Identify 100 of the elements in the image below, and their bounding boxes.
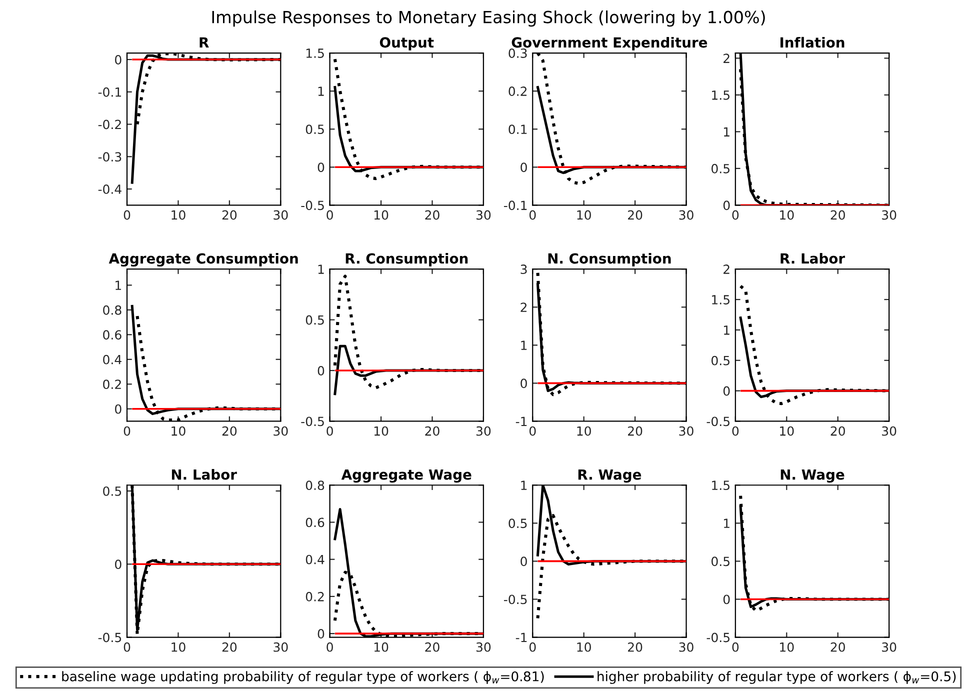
y-tick-label: 0.1 — [508, 124, 527, 134]
y-tick-label: 0.8 — [103, 305, 122, 315]
y-tick-label: 2 — [724, 264, 730, 274]
chart-title: Aggregate Consumption — [108, 252, 298, 267]
y-tick-label: 1 — [318, 264, 324, 274]
chart-title: R. Wage — [578, 469, 642, 483]
x-tick-label: 20 — [425, 642, 440, 652]
y-tick-label: 0.6 — [103, 330, 122, 340]
x-tick-label: 0 — [326, 642, 333, 652]
x-tick-label: 30 — [274, 642, 288, 652]
x-tick-label: 10 — [780, 426, 794, 436]
y-tick-label: -0.4 — [98, 184, 122, 194]
y-tick-label: 0.5 — [508, 518, 527, 528]
y-tick-label: 0.4 — [306, 554, 324, 564]
y-tick-label: 1 — [724, 326, 730, 335]
x-tick-label: 10 — [577, 642, 591, 652]
x-tick-label: 30 — [679, 210, 694, 220]
y-tick-label: 0.6 — [306, 518, 324, 528]
chart-title: N. Consumption — [548, 252, 671, 266]
x-tick-label: 10 — [374, 642, 388, 652]
y-tick-label: 1 — [521, 340, 527, 350]
x-tick-label: 20 — [425, 210, 440, 220]
y-tick-label: 1.5 — [712, 480, 730, 490]
y-tick-label: 0 — [520, 162, 527, 172]
y-tick-label: 0.5 — [712, 556, 730, 566]
chart-title: Inflation — [780, 36, 844, 48]
x-tick-label: 0 — [529, 426, 536, 436]
legend-label: higher probability of regular type of workers ( ϕ$_{w}$=0.5) — [598, 671, 956, 684]
x-tick-label: 0 — [529, 642, 536, 652]
y-tick-label: 0.5 — [306, 315, 324, 325]
y-tick-label: 3 — [520, 264, 527, 274]
y-tick-label: -0.3 — [98, 152, 122, 162]
y-tick-label: 1.5 — [306, 48, 324, 58]
x-tick-label: 20 — [830, 426, 845, 436]
y-tick-label: 2 — [520, 302, 527, 312]
y-tick-label: 0 — [723, 200, 730, 210]
chart-title: Aggregate Wage — [341, 469, 472, 483]
y-tick-label: 0.5 — [712, 164, 730, 174]
y-tick-label: 0 — [520, 378, 527, 388]
x-tick-label: 20 — [830, 642, 845, 652]
x-tick-label: 10 — [374, 210, 388, 220]
y-tick-label: 0 — [318, 629, 324, 638]
y-tick-label: -0.5 — [98, 632, 122, 642]
y-tick-label: -0.2 — [98, 120, 121, 130]
chart-title: N. Wage — [780, 469, 844, 483]
y-tick-label: 0 — [115, 54, 122, 64]
x-tick-label: 20 — [222, 642, 237, 652]
x-tick-label: 0 — [124, 642, 130, 652]
y-tick-label: -0.5 — [504, 594, 527, 604]
x-tick-label: 0 — [124, 210, 130, 220]
y-tick-label: -0.5 — [706, 632, 730, 642]
x-tick-label: 20 — [425, 426, 440, 436]
legend-label: baseline wage updating probability of regular type of workers ( ϕ$_{w}$=0.81) — [62, 671, 544, 684]
x-tick-label: 0 — [732, 210, 739, 220]
x-tick-label: 10 — [780, 642, 794, 652]
chart-title: R — [200, 37, 209, 48]
y-tick-label: 1.5 — [712, 295, 730, 304]
y-tick-label: 0 — [115, 404, 122, 414]
x-tick-label: 10 — [577, 426, 591, 436]
y-tick-label: 0.5 — [103, 486, 122, 496]
y-tick-label: -0.1 — [98, 87, 121, 97]
chart-title: N. Labor — [172, 469, 237, 480]
y-tick-label: -0.5 — [301, 200, 324, 210]
x-tick-label: 30 — [274, 426, 288, 436]
y-tick-label: 0 — [723, 386, 730, 396]
y-tick-label: 0.8 — [306, 480, 324, 490]
x-tick-label: 20 — [222, 210, 237, 220]
y-tick-label: 0 — [318, 162, 324, 172]
x-tick-label: 30 — [476, 426, 491, 436]
y-tick-label: -0.5 — [706, 416, 730, 426]
y-tick-label: 0 — [723, 594, 730, 604]
chart-title: R. Labor — [780, 252, 846, 264]
y-tick-label: 0.2 — [306, 592, 324, 602]
x-tick-label: 30 — [882, 426, 896, 436]
x-tick-label: 30 — [882, 642, 896, 652]
y-tick-label: 0.5 — [712, 356, 730, 366]
y-tick-label: -1 — [516, 632, 527, 642]
chart-title: R. Consumption — [346, 252, 468, 266]
x-tick-label: 10 — [374, 426, 388, 436]
x-tick-label: 0 — [124, 426, 130, 436]
x-tick-label: 0 — [326, 210, 333, 220]
x-tick-label: 0 — [732, 426, 739, 436]
x-tick-label: 10 — [577, 210, 591, 220]
x-tick-label: 30 — [476, 210, 491, 220]
x-tick-label: 20 — [628, 642, 642, 652]
y-tick-label: 1 — [724, 518, 730, 528]
y-tick-label: 1 — [521, 480, 527, 490]
y-tick-label: -0.1 — [504, 200, 527, 210]
x-tick-label: 10 — [172, 642, 186, 652]
x-tick-label: 30 — [679, 426, 694, 436]
x-tick-label: 20 — [628, 210, 642, 220]
y-tick-label: 1.5 — [712, 90, 730, 100]
x-tick-label: 30 — [679, 642, 694, 652]
x-tick-label: 0 — [529, 210, 536, 220]
x-tick-label: 10 — [172, 210, 186, 220]
y-tick-label: 0 — [115, 560, 122, 570]
y-tick-label: 1 — [724, 127, 730, 136]
x-tick-label: 20 — [628, 426, 642, 436]
x-tick-label: 20 — [222, 426, 237, 436]
x-tick-label: 10 — [172, 426, 186, 436]
